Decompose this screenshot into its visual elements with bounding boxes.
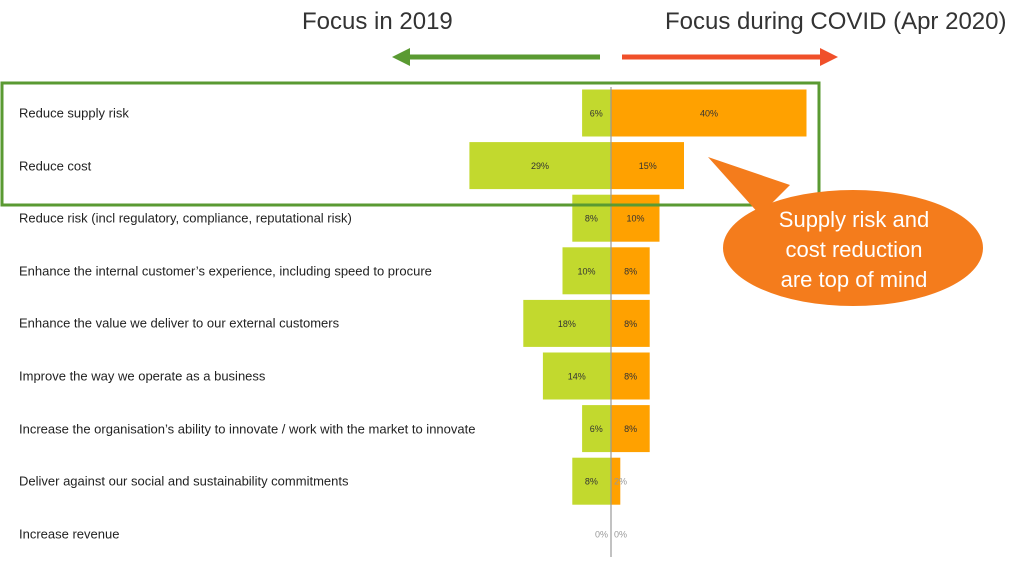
bar-covid <box>610 88 808 138</box>
category-label: Deliver against our social and sustainab… <box>19 473 349 489</box>
bar-covid <box>610 404 651 454</box>
category-label: Increase the organisation’s ability to i… <box>19 421 476 437</box>
bar-2019 <box>581 88 612 138</box>
callout-tail <box>708 157 790 215</box>
category-label: Enhance the internal customer’s experien… <box>19 263 432 279</box>
data-label: 18% <box>558 319 576 329</box>
bar-covid <box>610 246 651 296</box>
left-series-title: Focus in 2019 <box>302 8 453 35</box>
bar-covid <box>610 351 651 401</box>
data-label: 8% <box>585 214 598 224</box>
bar-covid <box>610 141 685 191</box>
data-label: 6% <box>590 424 603 434</box>
callout-bubble <box>723 190 983 306</box>
data-label: 8% <box>624 266 637 276</box>
data-label: 40% <box>700 109 718 119</box>
callout-text: Supply risk and cost reduction are top o… <box>740 205 968 295</box>
bar-2019 <box>581 404 612 454</box>
data-label: 29% <box>531 161 549 171</box>
data-label: 8% <box>585 477 598 487</box>
data-label: 8% <box>624 319 637 329</box>
bar-2019 <box>468 141 612 191</box>
data-label: 0% <box>595 529 608 539</box>
category-label: Reduce risk (incl regulatory, compliance… <box>19 210 352 226</box>
data-label: 15% <box>639 161 657 171</box>
callout-line: are top of mind <box>780 267 928 292</box>
highlight-box <box>0 81 821 207</box>
callout-line: Supply risk and <box>778 207 930 232</box>
data-label: 10% <box>626 214 644 224</box>
data-label: 14% <box>568 372 586 382</box>
data-label: 10% <box>577 266 595 276</box>
bar-covid <box>610 193 661 243</box>
data-label: 8% <box>624 372 637 382</box>
category-label: Reduce cost <box>19 158 92 174</box>
right-series-title: Focus during COVID (Apr 2020) <box>665 8 1007 35</box>
bar-2019 <box>571 193 612 243</box>
category-label: Increase revenue <box>19 526 120 542</box>
data-label: 0% <box>614 529 627 539</box>
callout-line: cost reduction <box>785 237 923 262</box>
data-label: 2% <box>614 477 627 487</box>
category-label: Enhance the value we deliver to our exte… <box>19 315 340 331</box>
bar-2019 <box>541 351 612 401</box>
bar-2019 <box>561 246 612 296</box>
left-arrow-head <box>392 48 410 66</box>
data-label: 6% <box>590 109 603 119</box>
data-label: 8% <box>624 424 637 434</box>
right-arrow-head <box>820 48 838 66</box>
category-label: Improve the way we operate as a business <box>19 368 266 384</box>
category-label: Reduce supply risk <box>19 105 129 121</box>
